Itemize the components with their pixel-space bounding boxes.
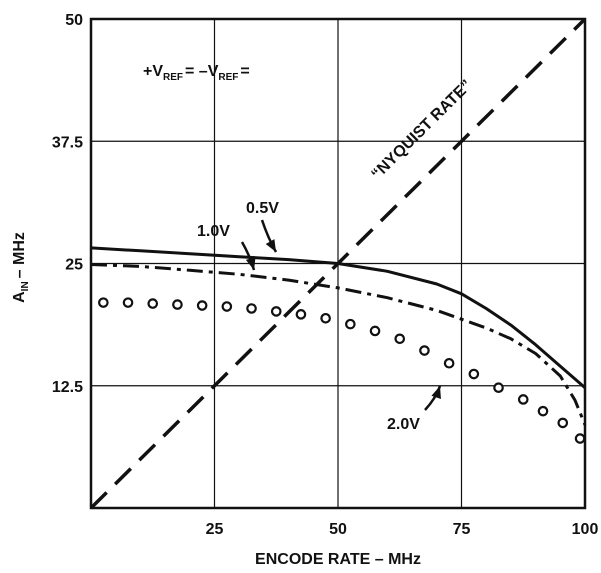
data-point-2.0v — [320, 312, 331, 324]
data-point-2.0v — [98, 297, 109, 308]
series-label-0.5v: 0.5V — [246, 200, 279, 217]
y-axis-label: AIN – MHz — [11, 232, 31, 303]
vref-middle: = –V — [185, 63, 219, 80]
data-point-2.0v — [345, 318, 356, 330]
data-point-2.0v — [537, 405, 549, 417]
data-point-2.0v — [172, 299, 183, 310]
x-tick-label: 50 — [329, 521, 347, 538]
vref-plus-sub: REF — [163, 72, 183, 83]
plot-frame — [89, 17, 587, 510]
data-point-2.0v — [122, 297, 134, 308]
y-axis-symbol: A — [11, 291, 28, 303]
y-axis-subscript: IN — [20, 281, 31, 291]
data-point-2.0v — [270, 306, 282, 317]
arrow-0.5v-head — [265, 239, 276, 252]
data-point-2.0v — [443, 357, 455, 369]
svg-text:AIN– MHz: AIN – MHz — [11, 232, 31, 303]
nyquist-line — [89, 17, 587, 510]
series-layer — [89, 17, 587, 510]
series-label-1.0v: 1.0V — [197, 223, 230, 240]
data-point-2.0v — [369, 325, 381, 337]
arrow-1.0v-head — [245, 257, 256, 270]
label-arrows — [240, 219, 442, 411]
vref-plus: +V — [143, 63, 163, 80]
tick-labels: 25 50 75 100 12.5 25 37.5 50 — [52, 12, 599, 538]
vref-end: = — [240, 63, 249, 80]
y-axis-unit: – MHz — [11, 232, 28, 278]
x-tick-label: 25 — [206, 521, 224, 538]
y-tick-label: 50 — [65, 12, 83, 29]
data-point-2.0v — [246, 303, 257, 314]
data-point-2.0v — [419, 345, 430, 356]
y-tick-label: 25 — [65, 257, 83, 274]
nyquist-label: “NYQUIST RATE” — [368, 77, 475, 183]
series-label-2.0v: 2.0V — [387, 416, 420, 433]
data-point-2.0v — [468, 368, 480, 380]
data-point-2.0v — [574, 433, 586, 444]
series-line-1.0v — [90, 263, 587, 426]
vref-annotation: +VREF = –VREF = — [143, 63, 250, 83]
data-point-2.0v — [557, 417, 569, 429]
x-tick-label: 100 — [572, 521, 599, 538]
data-point-2.0v — [147, 298, 159, 309]
data-point-2.0v — [196, 300, 208, 311]
x-axis-label: ENCODE RATE – MHz — [255, 551, 421, 568]
data-point-2.0v — [221, 301, 233, 312]
vref-minus-sub: REF — [218, 72, 238, 83]
x-tick-label: 75 — [453, 521, 471, 538]
data-point-2.0v — [295, 309, 307, 320]
data-point-2.0v — [493, 382, 504, 394]
arrow-2.0v-head — [431, 386, 441, 399]
y-tick-label: 37.5 — [52, 134, 83, 151]
data-point-2.0v — [517, 394, 529, 405]
series-line-0.5v — [90, 246, 586, 389]
data-point-2.0v — [394, 333, 406, 345]
y-tick-label: 12.5 — [52, 379, 83, 396]
